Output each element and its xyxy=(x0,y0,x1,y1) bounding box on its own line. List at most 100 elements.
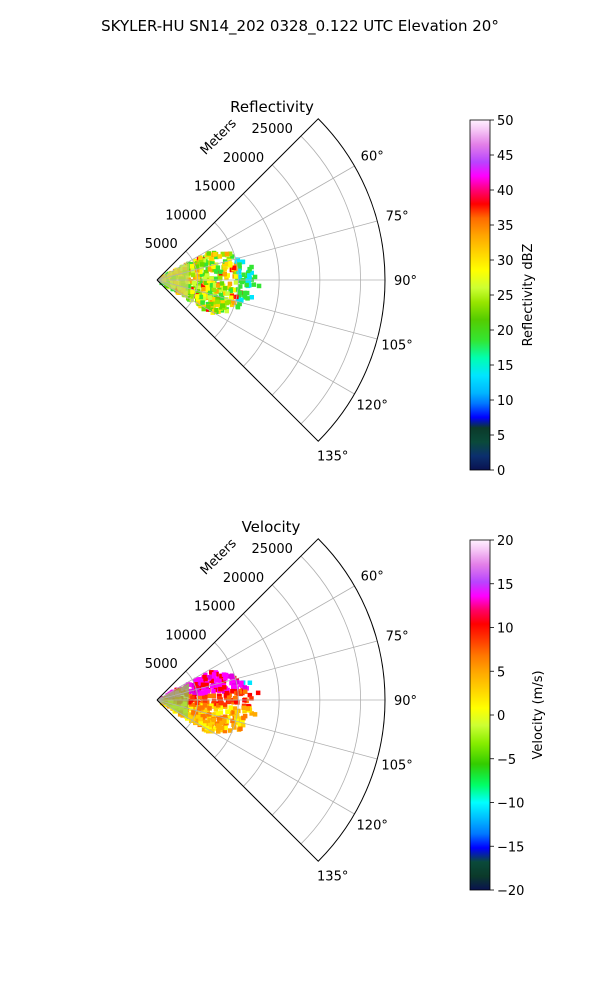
colorbar-tick-label: 10 xyxy=(497,394,514,409)
colorbar-tick-label: 35 xyxy=(497,219,514,234)
velocity-colorbar-bar xyxy=(469,539,491,891)
echo-cell xyxy=(226,300,231,305)
azimuth-spoke xyxy=(156,279,355,395)
reflectivity-colorbar-label: Reflectivity dBZ xyxy=(521,244,536,347)
colorbar-tick-label: −10 xyxy=(497,797,524,812)
echo-cell xyxy=(190,272,196,278)
reflectivity-range-tick-labels: 5000 10000 15000 20000 25000 xyxy=(145,122,293,252)
echo-cell xyxy=(222,291,227,296)
echo-cell xyxy=(233,262,239,268)
echo-cell xyxy=(195,687,200,693)
colorbar-tick-label: 30 xyxy=(497,254,514,269)
echo-cell xyxy=(205,287,211,292)
echo-cell xyxy=(226,285,232,291)
echo-cell xyxy=(209,301,214,307)
echo-cell xyxy=(200,702,205,708)
echo-cell xyxy=(215,299,220,305)
echo-cell xyxy=(207,722,213,728)
echo-cell xyxy=(189,291,194,297)
echo-cell xyxy=(202,674,207,680)
azimuth-tick-label: 135° xyxy=(317,870,348,885)
echo-cell xyxy=(198,258,204,263)
echo-cell xyxy=(242,708,247,714)
echo-cell xyxy=(205,273,210,278)
echo-cell xyxy=(207,706,212,711)
colorbar-tick-label: 0 xyxy=(497,464,505,479)
echo-cell xyxy=(245,296,250,301)
echo-cell xyxy=(222,714,228,719)
echo-cell xyxy=(212,297,217,302)
echo-cell xyxy=(230,678,236,684)
echo-cell xyxy=(198,717,203,722)
echo-cell xyxy=(198,721,203,726)
echo-cell xyxy=(204,682,209,688)
echo-cell xyxy=(195,296,201,302)
echo-cell xyxy=(214,672,219,677)
echo-cell xyxy=(219,725,225,730)
colorbar-tick-label: 10 xyxy=(497,622,514,637)
echo-cell xyxy=(216,725,221,730)
echo-cell xyxy=(228,262,233,267)
echo-cell xyxy=(194,294,200,299)
echo-cell xyxy=(201,296,207,301)
echo-cell xyxy=(229,254,235,259)
echo-cell xyxy=(208,717,213,723)
echo-cell xyxy=(204,685,210,690)
azimuth-tick-label: 135° xyxy=(317,450,348,465)
echo-cell xyxy=(206,278,212,284)
echo-cell xyxy=(193,711,199,717)
colorbar-tick-label: −15 xyxy=(497,840,524,855)
echo-cell xyxy=(207,290,213,296)
echo-cell xyxy=(204,294,210,299)
echo-cell xyxy=(211,672,217,677)
echo-cell xyxy=(227,728,233,733)
echo-cell xyxy=(241,705,246,711)
echo-cell xyxy=(237,301,242,307)
echo-cell xyxy=(212,252,218,257)
echo-cell xyxy=(201,306,206,312)
echo-cell xyxy=(188,698,193,704)
echo-cell xyxy=(192,258,198,264)
echo-cell xyxy=(219,281,225,286)
echo-cell xyxy=(207,675,212,680)
echo-cell xyxy=(234,699,239,704)
echo-cell xyxy=(207,693,213,699)
echo-cell xyxy=(244,290,250,296)
echo-cell xyxy=(226,695,232,700)
echo-cell xyxy=(241,292,246,297)
echo-cell xyxy=(221,678,227,684)
echo-cell xyxy=(200,262,205,267)
echo-cell xyxy=(207,267,213,272)
reflectivity-polar-grid xyxy=(156,118,386,442)
echo-cell xyxy=(220,283,226,288)
echo-cell xyxy=(218,700,223,706)
echo-cell xyxy=(207,712,212,717)
echo-cell xyxy=(206,251,211,256)
echo-cell xyxy=(222,685,227,690)
echo-cell xyxy=(225,291,230,296)
echo-cell xyxy=(208,307,214,312)
echo-cell xyxy=(236,270,241,275)
echo-cell xyxy=(222,272,227,277)
echo-cell xyxy=(204,708,209,714)
echo-cell xyxy=(216,703,221,708)
echo-cell xyxy=(222,728,228,734)
echo-cell xyxy=(197,694,202,700)
echo-cell xyxy=(195,718,200,724)
echo-cell xyxy=(231,710,236,715)
azimuth-spoke xyxy=(156,699,355,815)
echo-cell xyxy=(191,280,197,286)
echo-cell xyxy=(191,689,196,694)
echo-cell xyxy=(221,672,227,677)
echo-cell xyxy=(220,299,225,305)
echo-cell xyxy=(232,300,237,305)
echo-cell xyxy=(218,292,224,298)
echo-cell xyxy=(249,270,254,276)
echo-cell xyxy=(201,283,206,288)
echo-cell xyxy=(201,727,207,732)
echo-cell xyxy=(224,308,229,314)
range-tick-label: 5000 xyxy=(145,237,178,252)
echo-cell xyxy=(209,678,214,684)
echo-cell xyxy=(247,692,253,698)
